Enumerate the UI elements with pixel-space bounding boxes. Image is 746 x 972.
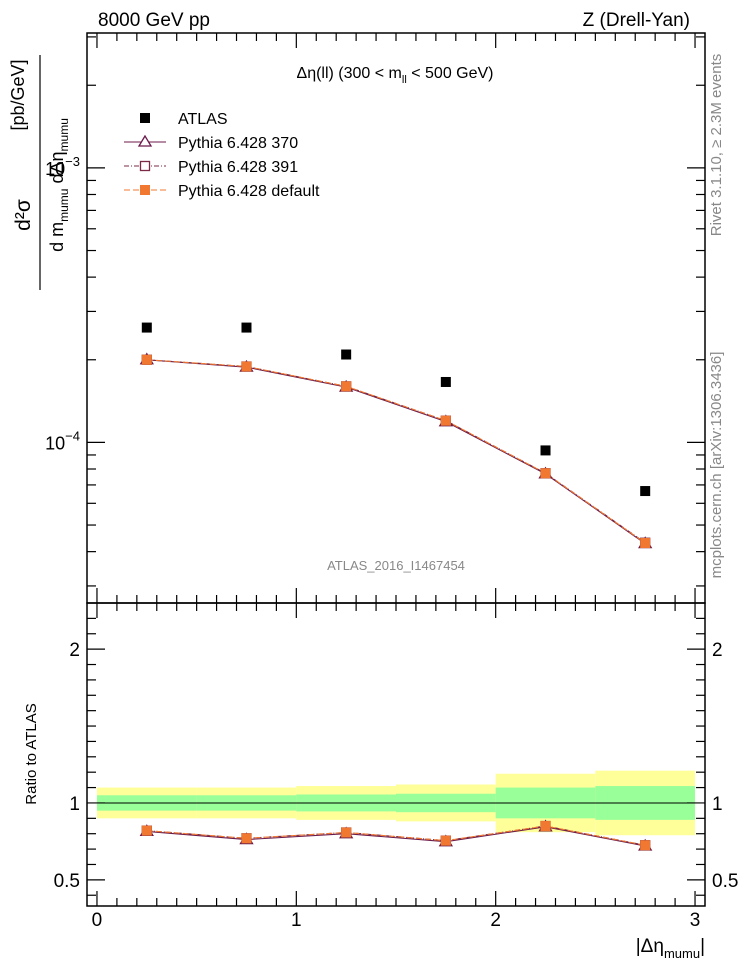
ratio-y-tick-label-right: 0.5: [712, 871, 738, 892]
ratio-ytick-labels: 0.5 0.5 1 1 2 2: [54, 640, 739, 892]
data-point-s3-1: [241, 361, 252, 372]
plot-title: Δη(ll) (300 < mll < 500 GeV): [297, 65, 494, 86]
main-panel: Δη(ll) (300 < mll < 500 GeV) ATLAS_2016_…: [8, 32, 706, 906]
legend-label-0: ATLAS: [178, 111, 228, 128]
ratio-line-2: [146, 825, 646, 846]
x-axis-label: |Δηmumu|: [636, 936, 705, 961]
main-ytick-labels: 10−4 10−3: [45, 154, 80, 454]
legend-marker-2: [139, 160, 151, 172]
legend-marker-3: [140, 185, 150, 195]
series-line-3: [146, 359, 646, 544]
y-tick-label: 10−3: [45, 154, 80, 179]
legend-marker-0: [140, 113, 150, 123]
data-point-s0-4: [540, 445, 551, 456]
data-point-s0-0: [141, 322, 152, 333]
ylabel-numerator: d²σ: [12, 199, 35, 231]
header-left: 8000 GeV pp: [98, 10, 210, 31]
mcplots-label: mcplots.cern.ch [arXiv:1306.3436]: [708, 352, 725, 579]
ratio-line-0: [146, 826, 646, 847]
ratio-series: [139, 819, 653, 851]
ratio-y-tick-label: 2: [69, 640, 80, 661]
ratio-ylabel: Ratio to ATLAS: [23, 703, 40, 804]
main-axis-ticks: [87, 33, 705, 906]
main-series: [139, 322, 653, 549]
ylabel-unit: [pb/GeV]: [8, 59, 28, 130]
legend-marker-1: [137, 134, 153, 147]
ratio-point-s2-2: [341, 827, 352, 838]
xtick-labels: 0 1 2 3: [92, 910, 701, 931]
data-point-s0-2: [341, 349, 352, 360]
legend-label-1: Pythia 6.428 370: [178, 135, 298, 152]
ratio-uncertainty-band: [96, 770, 696, 836]
data-point-s3-4: [540, 468, 551, 479]
watermark: ATLAS_2016_I1467454: [327, 558, 465, 573]
header-right: Z (Drell-Yan): [583, 10, 690, 31]
ratio-point-s2-0: [141, 825, 152, 836]
y-tick-label: 10−4: [45, 428, 80, 453]
ratio-y-tick-label-right: 1: [712, 794, 723, 815]
main-ylabel: d²σ d mmumu dΔηmumu [pb/GeV]: [8, 55, 71, 290]
data-point-s0-1: [241, 322, 252, 333]
ratio-axis-ticks: [87, 617, 705, 896]
ratio-panel: 0.5 0.5 1 1 2 2 0 1 2 3 Ratio to ATLAS |Δηmumu|: [23, 602, 739, 961]
ratio-point-s2-1: [241, 833, 252, 844]
legend-label-2: Pythia 6.428 391: [178, 159, 298, 176]
ratio-point-s2-4: [540, 821, 551, 832]
ratio-y-tick-label: 1: [69, 794, 80, 815]
series-line-1: [146, 359, 646, 545]
ratio-point-s2-3: [440, 835, 451, 846]
data-point-s3-0: [141, 354, 152, 365]
series-line-2: [146, 359, 646, 544]
ratio-frame: [86, 602, 706, 907]
legend-label-3: Pythia 6.428 default: [178, 183, 320, 200]
data-point-s3-3: [440, 415, 451, 426]
ratio-y-tick-label: 0.5: [54, 871, 80, 892]
x-tick-label: 2: [490, 910, 501, 931]
x-tick-label: 3: [690, 910, 701, 931]
ratio-point-s2-5: [640, 840, 651, 851]
data-point-s3-2: [341, 381, 352, 392]
data-point-s0-5: [640, 486, 651, 497]
x-tick-label: 0: [92, 910, 103, 931]
x-tick-label: 1: [291, 910, 302, 931]
data-point-s3-5: [640, 538, 651, 549]
ylabel-denominator: d mmumu dΔηmumu: [47, 118, 71, 252]
rivet-label: Rivet 3.1.10, ≥ 2.3M events: [708, 54, 725, 237]
ratio-y-tick-label-right: 2: [712, 640, 723, 661]
data-point-s0-3: [440, 376, 451, 387]
legend: ATLAS Pythia 6.428 370 Pythia 6.428 391 Pyt…: [124, 111, 320, 200]
